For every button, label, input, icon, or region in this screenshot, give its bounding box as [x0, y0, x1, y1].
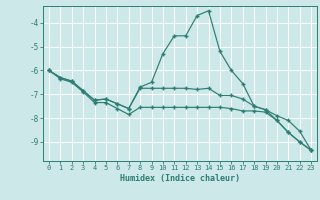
X-axis label: Humidex (Indice chaleur): Humidex (Indice chaleur) [120, 174, 240, 183]
